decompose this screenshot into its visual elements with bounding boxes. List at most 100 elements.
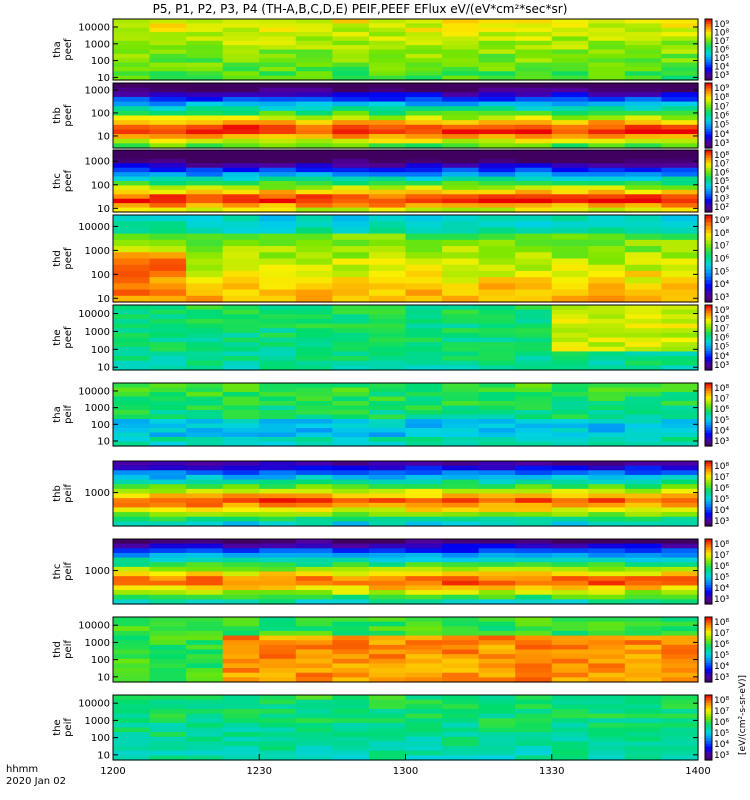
heatmap-cell — [624, 414, 663, 420]
heatmap-cell — [113, 314, 151, 320]
heatmap-cell — [368, 83, 407, 89]
heatmap-cell — [661, 295, 699, 303]
heatmap-cell — [551, 461, 589, 467]
heatmap-cell — [515, 138, 553, 144]
heatmap-cell — [295, 207, 333, 213]
heatmap-cell — [551, 45, 589, 51]
heatmap-cell — [588, 557, 626, 563]
heatmap-cell — [149, 722, 187, 729]
colorbar-swatch — [705, 668, 712, 672]
heatmap-cell — [295, 96, 333, 103]
colorbar-swatch — [705, 738, 712, 742]
heatmap-cell — [368, 101, 407, 107]
colorbar-swatch — [705, 746, 712, 750]
heatmap-cell — [149, 96, 187, 103]
heatmap-cell — [113, 181, 151, 187]
heatmap-cell — [442, 580, 480, 587]
heatmap-cell — [478, 58, 516, 64]
heatmap-cell — [186, 672, 224, 678]
heatmap-cell — [478, 571, 516, 577]
heatmap-cell — [295, 474, 333, 481]
heatmap-cell — [442, 562, 480, 568]
colorbar-swatch — [705, 101, 712, 106]
heatmap-cell — [113, 309, 151, 315]
heatmap-cell — [551, 640, 589, 646]
heatmap-cell — [624, 732, 663, 738]
heatmap-cell — [113, 383, 151, 389]
heatmap-cell — [551, 36, 589, 42]
heatmap-cell — [405, 45, 443, 51]
heatmap-cell — [259, 405, 297, 411]
heatmap-cell — [222, 83, 260, 89]
heatmap-cell — [149, 342, 187, 348]
heatmap-cell — [186, 755, 224, 761]
heatmap-cell — [332, 461, 370, 467]
heatmap-cell — [259, 289, 297, 297]
heatmap-cell — [405, 264, 443, 272]
colorbar-tick-label: 10⁶ — [714, 640, 729, 650]
heatmap-cell — [368, 189, 407, 195]
heatmap-cell — [332, 110, 370, 117]
heatmap-cell — [551, 176, 589, 182]
colorbar-tick-label: 10⁸ — [714, 29, 729, 39]
heatmap-cell — [368, 23, 407, 29]
heatmap-cell — [222, 621, 260, 627]
heatmap-cell — [259, 75, 297, 81]
heatmap-cell — [551, 432, 589, 438]
heatmap-cell — [332, 562, 370, 568]
heatmap-cell — [405, 396, 443, 402]
heatmap-cell — [624, 40, 663, 46]
heatmap-cell — [295, 215, 333, 222]
heatmap-cell — [222, 580, 260, 587]
heatmap-cell — [515, 172, 553, 178]
heatmap-cell — [149, 115, 187, 121]
heatmap-cell — [624, 428, 663, 434]
heatmap-cell — [588, 75, 626, 81]
heatmap-cell — [149, 198, 187, 204]
colorbar-swatch — [705, 396, 712, 400]
heatmap-cell — [442, 328, 480, 334]
heatmap-cell — [405, 75, 443, 81]
heatmap-cell — [259, 461, 297, 467]
colorbar-unit-label: [eV/(cm²-s-sr-eV)] — [738, 675, 748, 755]
colorbar-swatch — [705, 204, 712, 208]
heatmap-cell — [588, 722, 626, 729]
heatmap-cell — [113, 437, 151, 443]
heatmap-cell — [442, 120, 480, 126]
heatmap-cell — [515, 432, 553, 438]
heatmap-cell — [186, 649, 224, 655]
heatmap-cell — [113, 92, 151, 98]
heatmap-cell — [515, 516, 553, 522]
heatmap-cell — [149, 383, 187, 389]
heatmap-cell — [295, 19, 333, 24]
heatmap-cell — [222, 521, 260, 527]
heatmap-cell — [478, 621, 516, 627]
heatmap-cell — [588, 62, 626, 68]
heatmap-cell — [332, 548, 370, 554]
y-tick-label: 10 — [97, 73, 110, 84]
heatmap-cell — [515, 323, 553, 329]
heatmap-cell — [442, 19, 480, 24]
heatmap-cell — [551, 695, 589, 701]
heatmap-cell — [332, 617, 370, 623]
heatmap-cell — [661, 154, 699, 160]
heatmap-cell — [259, 203, 297, 209]
heatmap-cell — [368, 27, 407, 33]
heatmap-cell — [515, 539, 553, 545]
heatmap-cell — [478, 470, 516, 476]
heatmap-cell — [295, 134, 333, 140]
heatmap-cell — [332, 599, 370, 605]
heatmap-cell — [113, 143, 151, 149]
heatmap-cell — [515, 722, 553, 729]
heatmap-cell — [295, 626, 333, 632]
heatmap-cell — [222, 658, 260, 665]
heatmap-cell — [551, 644, 589, 651]
colorbar-swatch — [705, 265, 712, 270]
colorbar-swatch — [705, 137, 712, 141]
heatmap-cell — [405, 32, 443, 38]
heatmap-cell — [368, 270, 407, 278]
heatmap-cell — [222, 40, 260, 46]
heatmap-cell — [113, 580, 151, 587]
